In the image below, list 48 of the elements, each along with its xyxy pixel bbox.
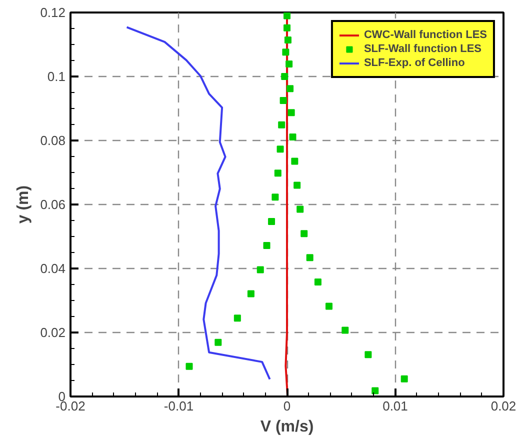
- point: [247, 290, 254, 298]
- y-axis-title: y (m): [15, 185, 32, 224]
- y-tick-label: 0.04: [40, 261, 66, 276]
- point: [284, 24, 290, 32]
- point: [278, 121, 286, 128]
- legend-label: SLF-Wall function LES: [364, 42, 482, 56]
- x-tick-label: 0: [283, 398, 291, 414]
- point: [186, 362, 193, 370]
- point: [284, 12, 290, 20]
- point: [284, 36, 292, 44]
- point: [291, 158, 298, 165]
- point: [276, 146, 284, 153]
- x-tick-label: -0.01: [164, 398, 194, 414]
- point: [300, 230, 308, 238]
- point: [268, 218, 276, 225]
- point: [281, 73, 288, 80]
- y-tick-label: 0.02: [40, 325, 66, 340]
- legend-label: CWC-Wall function LES: [364, 28, 487, 42]
- point: [400, 375, 408, 382]
- point: [296, 206, 304, 213]
- point: [342, 326, 349, 334]
- x-tick-label: 0.01: [382, 398, 408, 414]
- point: [272, 194, 279, 201]
- x-axis-title: V (m/s): [260, 418, 314, 436]
- y-tick-label: 0.06: [40, 197, 66, 212]
- y-tick-label: 0.12: [40, 5, 66, 20]
- point: [286, 85, 294, 92]
- point: [280, 97, 287, 104]
- point: [234, 314, 241, 322]
- point: [289, 133, 296, 140]
- y-tick-label: 0.08: [40, 133, 66, 148]
- point: [274, 170, 282, 177]
- line-series: [126, 26, 271, 380]
- point: [306, 254, 314, 262]
- point: [294, 182, 301, 189]
- point: [256, 266, 264, 274]
- legend-label: SLF-Exp. of Cellino: [364, 56, 465, 70]
- point: [288, 109, 295, 116]
- point: [372, 387, 379, 394]
- x-tick-label: 0.02: [490, 398, 516, 414]
- point: [314, 278, 322, 286]
- y-tick-label: 0.1: [47, 69, 66, 84]
- point: [326, 302, 332, 310]
- point: [286, 60, 293, 68]
- point: [364, 351, 372, 358]
- point: [263, 242, 270, 249]
- point: [282, 48, 290, 56]
- point: [214, 338, 222, 346]
